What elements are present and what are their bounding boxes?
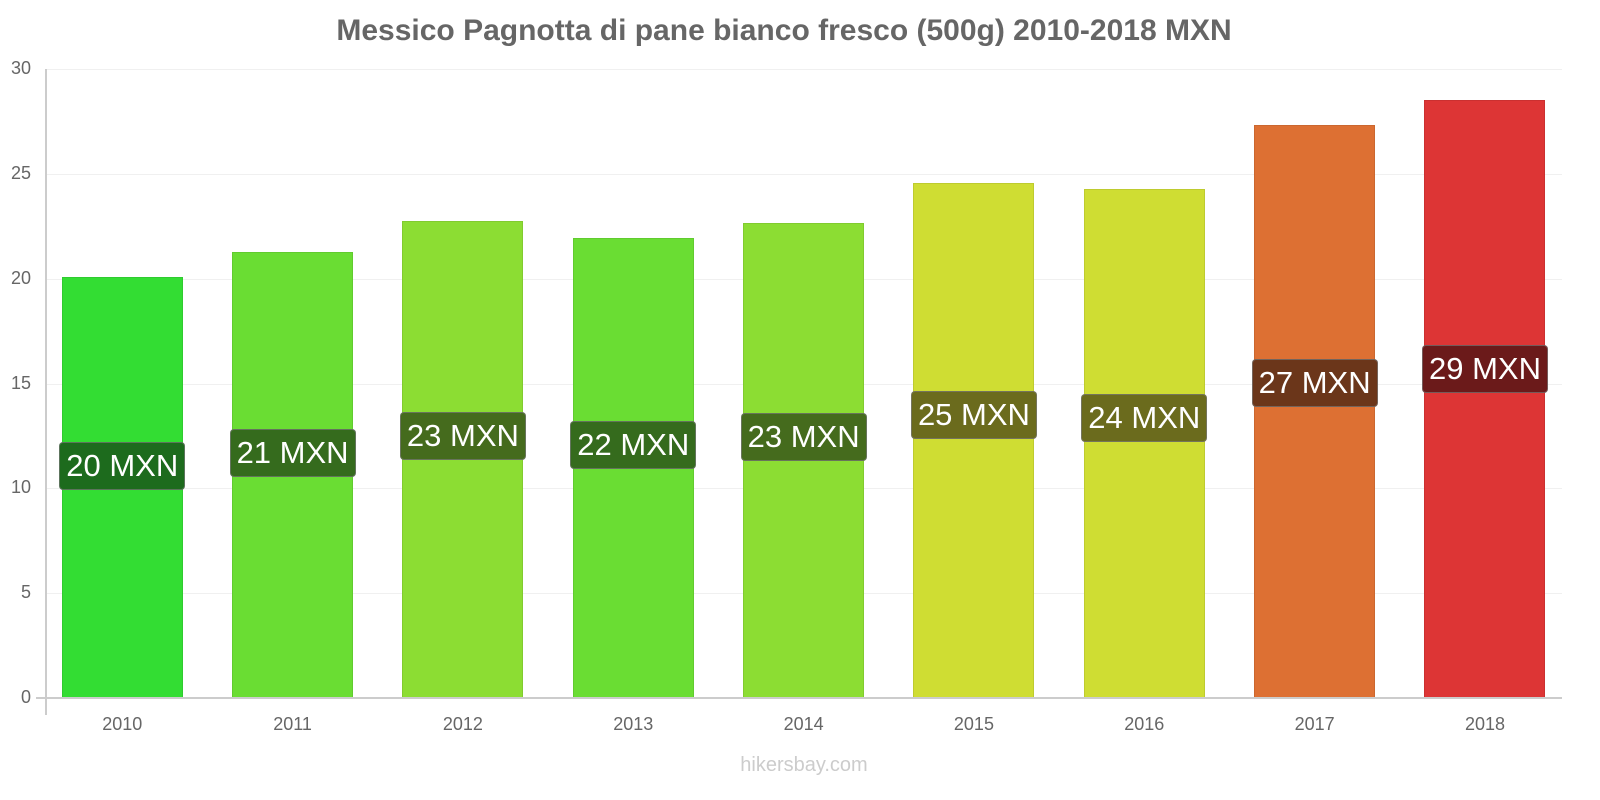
y-tick-label: 20 — [10, 267, 31, 288]
y-tick-label: 15 — [10, 372, 31, 393]
bar-2015[interactable] — [913, 183, 1035, 698]
bar-2017[interactable] — [1254, 125, 1376, 698]
data-label: 23 MXN — [399, 411, 526, 460]
data-label: 24 MXN — [1081, 394, 1208, 443]
gridline — [46, 69, 1562, 70]
x-tick-label: 2018 — [1464, 714, 1505, 734]
data-label: 20 MXN — [59, 442, 186, 491]
x-tick-label: 2017 — [1294, 714, 1335, 734]
bar-2018[interactable] — [1424, 100, 1546, 698]
y-tick-label: 25 — [10, 162, 31, 183]
y-tick-label: 30 — [10, 58, 31, 78]
data-label: 23 MXN — [740, 412, 867, 461]
data-label: 27 MXN — [1251, 358, 1378, 407]
x-tick-label: 2011 — [273, 714, 312, 734]
x-tick-label: 2012 — [442, 714, 483, 734]
y-tick-label: 0 — [20, 687, 31, 707]
data-label: 25 MXN — [910, 390, 1037, 439]
data-label: 22 MXN — [570, 420, 697, 469]
data-label: 29 MXN — [1421, 345, 1548, 394]
x-tick-label: 2015 — [953, 714, 994, 734]
x-tick-label: 2013 — [613, 714, 654, 734]
y-axis-line — [45, 69, 47, 715]
bar-2016[interactable] — [1083, 189, 1205, 698]
y-tick-label: 10 — [10, 477, 31, 498]
x-axis-line — [36, 697, 1562, 699]
y-tick-label: 5 — [20, 582, 31, 603]
data-label: 21 MXN — [229, 428, 356, 477]
gridline — [46, 173, 1562, 175]
x-tick-label: 2014 — [783, 714, 824, 734]
source-credit: hikersbay.com — [740, 754, 868, 776]
x-tick-label: 2010 — [102, 714, 143, 734]
x-tick-label: 2016 — [1124, 714, 1165, 734]
chart-title: Messico Pagnotta di pane bianco fresco (… — [336, 14, 1232, 47]
